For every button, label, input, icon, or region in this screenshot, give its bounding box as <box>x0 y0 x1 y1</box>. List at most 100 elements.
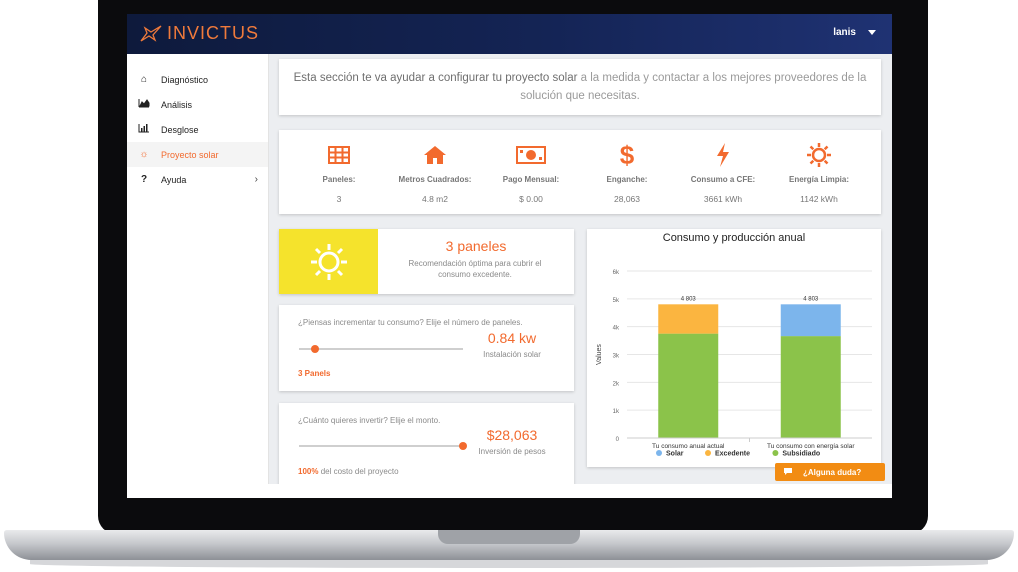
sidebar-item-diagnostico[interactable]: ⌂ Diagnóstico <box>127 67 268 92</box>
investment-slider-handle[interactable] <box>459 442 467 450</box>
dollar-icon: $ <box>619 139 635 170</box>
consumption-slider-handle[interactable] <box>311 345 320 353</box>
y-tick-label: 1k <box>613 409 620 415</box>
y-tick-label: 2k <box>613 381 620 387</box>
recommendation-subtitle: Recomendación óptima para cubrir el cons… <box>408 259 542 279</box>
investment-card: ¿Cuánto quieres invertir? Elije el monto… <box>279 403 574 495</box>
top-bar: INVICTUS lanis <box>127 14 892 54</box>
bar-subsidiado <box>780 336 841 438</box>
consumption-footer: 3 Panels <box>298 369 331 378</box>
chart-svg: 0 1k 2k 3k 4k 5k 6k Values 4 803 Tu consumo anual… <box>596 270 872 458</box>
chart-title: Consumo y producción anual <box>662 232 806 244</box>
stat-value: 28,063 <box>614 194 640 204</box>
sidebar-item-label: Análisis <box>161 99 193 110</box>
stat-consumo: Consumo a CFE: 3661 kWh <box>678 130 768 204</box>
chevron-right-icon: › <box>254 174 258 185</box>
stat-value: 3 <box>336 194 342 204</box>
stat-value: 4.8 m2 <box>422 194 448 204</box>
consumption-value-label: Instalación solar <box>483 350 541 359</box>
stat-label: Enganche: <box>606 175 648 184</box>
y-tick-label: 0 <box>616 437 620 443</box>
investment-footer-percent: 100% <box>298 467 319 476</box>
stat-value: $ 0.00 <box>519 194 543 204</box>
sidebar-item-label: Desglose <box>161 124 199 135</box>
help-button-label: ¿Alguna duda? <box>803 467 862 477</box>
legend-marker <box>772 450 779 456</box>
investment-value: $28,063 <box>486 427 538 443</box>
logo[interactable]: INVICTUS <box>139 23 259 44</box>
stat-label: Paneles: <box>322 175 356 184</box>
sun-box <box>279 229 378 294</box>
bar-total-label: 4 803 <box>803 296 819 302</box>
investment-footer: 100% del costo del proyecto <box>298 467 399 476</box>
money-icon <box>516 146 546 164</box>
investment-slider-track[interactable] <box>299 445 463 447</box>
sidebar-item-label: Diagnóstico <box>161 74 209 85</box>
intro-text-end: solución que necesitas. <box>520 90 640 102</box>
bottom-strip <box>127 484 892 498</box>
stat-paneles: Paneles: 3 <box>294 130 384 204</box>
stat-label: Metros Cuadrados: <box>398 175 472 184</box>
y-tick-label: 3k <box>613 354 620 360</box>
legend-label: Subsidiado <box>782 451 820 458</box>
bolt-icon <box>717 143 729 167</box>
logo-text: INVICTUS <box>167 23 260 43</box>
bar-chart-icon <box>137 123 151 136</box>
logo-bird-icon <box>140 24 162 42</box>
recommendation-title: 3 paneles <box>445 238 507 254</box>
legend-label: Solar <box>666 451 684 458</box>
bar-subsidiado <box>658 333 719 438</box>
sidebar-item-analisis[interactable]: Análisis <box>127 92 268 117</box>
investment-footer-text: del costo del proyecto <box>318 467 399 476</box>
intro-card: Esta sección te va ayudar a configurar t… <box>279 59 881 115</box>
bar-solar <box>780 304 841 337</box>
stat-label: Consumo a CFE: <box>690 175 756 184</box>
sidebar-item-ayuda[interactable]: ? Ayuda › <box>127 167 268 192</box>
legend-label: Excedente <box>715 451 750 458</box>
laptop-notch <box>438 530 580 544</box>
stats-card: Paneles: 3 Metros Cuadrados: 4.8 m2 Pago… <box>279 130 881 214</box>
sidebar-item-label: Proyecto solar <box>161 149 219 160</box>
consumption-slider-track[interactable] <box>299 348 463 350</box>
sun-icon: ☼ <box>139 149 149 160</box>
sidebar-item-desglose[interactable]: Desglose <box>127 117 268 142</box>
caret-down-icon <box>868 30 876 35</box>
help-button[interactable]: ¿Alguna duda? <box>775 463 885 481</box>
consumption-card: ¿Piensas incrementar tu consumo? Elije e… <box>279 305 574 391</box>
stat-pago: Pago Mensual: $ 0.00 <box>486 130 576 204</box>
sidebar-item-proyecto-solar[interactable]: ☼ Proyecto solar <box>127 142 268 167</box>
grid-icon <box>328 146 350 164</box>
legend-marker <box>656 450 662 456</box>
consumption-question: ¿Piensas incrementar tu consumo? Elije e… <box>298 318 523 327</box>
stat-energia: Energía Limpia: 1142 kWh <box>774 130 864 204</box>
area-chart-icon <box>137 98 151 111</box>
chat-icon <box>783 467 793 478</box>
consumption-value: 0.84 kw <box>487 330 537 346</box>
bar-excedente <box>658 304 719 334</box>
home-icon <box>424 146 446 164</box>
bar-total-label: 4 803 <box>681 296 697 302</box>
intro-text: a la medida y contactar a los mejores pr… <box>577 72 867 84</box>
chart-card: Consumo y producción anual 0 1k 2k 3k 4k 5k 6k… <box>587 229 881 467</box>
stat-label: Pago Mensual: <box>502 175 560 184</box>
user-menu[interactable]: lanis <box>833 27 876 38</box>
stat-value: 1142 kWh <box>800 194 838 204</box>
sun-icon <box>807 143 831 167</box>
x-tick-label: Tu consumo anual actual <box>652 443 725 450</box>
question-icon: ? <box>140 174 148 185</box>
sidebar-item-label: Ayuda <box>161 174 187 185</box>
stat-enganche: $ Enganche: 28,063 <box>582 130 672 205</box>
sidebar: ⌂ Diagnóstico Análisis Desglose ☼ Proyec… <box>127 54 269 498</box>
stat-value: 3661 kWh <box>703 194 743 204</box>
laptop-foot <box>30 560 988 568</box>
y-tick-label: 5k <box>613 298 620 304</box>
sun-icon <box>310 243 347 280</box>
intro-text-strong: Esta sección te va ayudar a configurar t… <box>293 72 578 84</box>
home-icon: ⌂ <box>140 74 148 85</box>
y-tick-label: 6k <box>613 270 620 276</box>
legend-marker <box>705 450 711 456</box>
stat-label: Energía Limpia: <box>788 175 849 184</box>
investment-question: ¿Cuánto quieres invertir? Elije el monto… <box>298 416 441 425</box>
app-screen: INVICTUS lanis ⌂ Diagnóstico Análisis De… <box>127 14 892 498</box>
recommendation-card: 3 paneles Recomendación óptima para cubr… <box>279 229 574 294</box>
